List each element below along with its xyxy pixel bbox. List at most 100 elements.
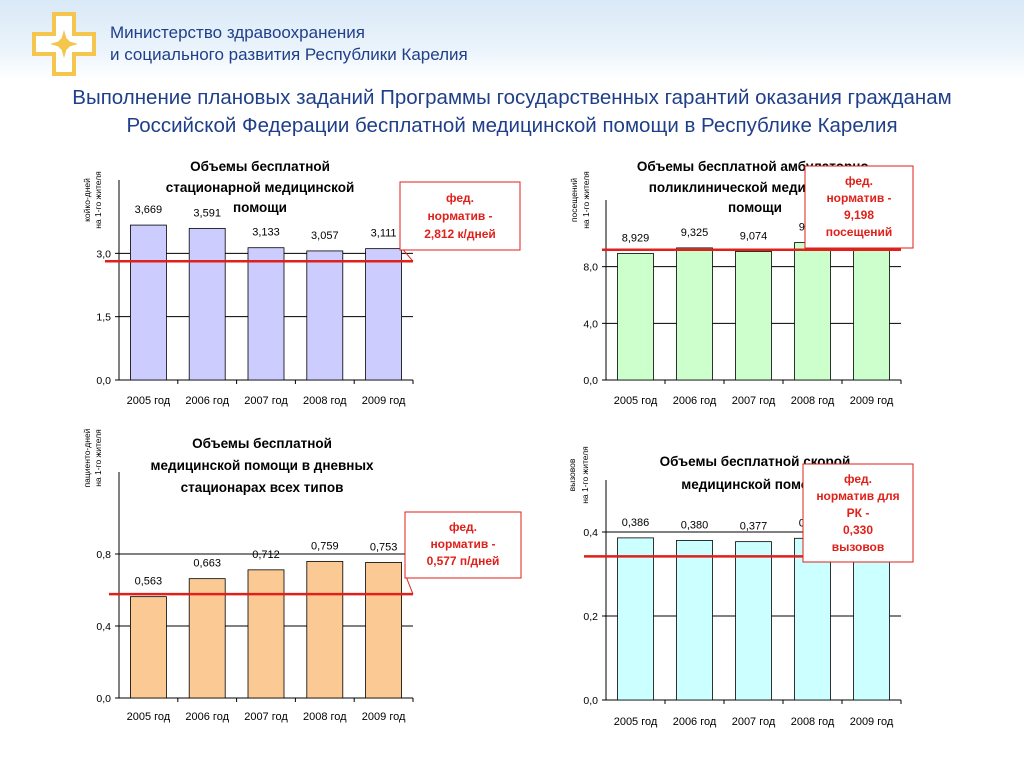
x-tick-label: 2009 год: [850, 395, 894, 407]
bar: [188, 227, 226, 381]
y-axis-label: на 1-го жителя: [580, 446, 590, 504]
data-label: 0,386: [622, 517, 650, 529]
data-label: 3,669: [135, 204, 163, 216]
x-tick-label: 2005 год: [614, 395, 658, 407]
page-title-line-2: Российской Федерации бесплатной медицинс…: [126, 114, 898, 137]
bar: [735, 251, 772, 381]
norm-callout: [804, 165, 914, 249]
norm-label: фед.: [446, 191, 474, 205]
bar: [306, 560, 344, 699]
bar: [306, 250, 344, 381]
norm-label: 9,198: [844, 208, 874, 222]
chart-title-line: медицинской помощи: [681, 477, 828, 492]
norm-callout: [404, 511, 522, 579]
x-tick-label: 2007 год: [732, 395, 776, 407]
x-tick-label: 2008 год: [303, 395, 347, 407]
norm-label: норматив для: [816, 489, 899, 503]
bar: [188, 578, 226, 699]
bar: [365, 562, 403, 699]
norm-label: 0,330: [843, 523, 873, 537]
bar: [735, 541, 772, 701]
data-label: 3,591: [193, 207, 221, 219]
ministry-logo: [32, 12, 96, 76]
norm-label: 2,812 к/дней: [424, 227, 496, 241]
y-axis-label: на 1-го жителя: [93, 429, 103, 487]
data-label: 3,057: [311, 230, 339, 242]
chart-inpatient-care: Объемы бесплатной стационарной медицинско…: [80, 150, 525, 412]
bar: [676, 247, 713, 381]
y-tick-label: 0,4: [96, 621, 111, 633]
chart-title-line: стационарах всех типов: [181, 480, 344, 495]
chart-outpatient-care: Объемы бесплатной амбулаторно-поликлинич…: [565, 150, 915, 412]
x-tick-label: 2005 год: [127, 395, 171, 407]
norm-label: фед.: [844, 472, 872, 486]
data-label: 9,325: [681, 227, 709, 239]
x-tick-label: 2009 год: [362, 711, 406, 723]
data-label: 0,712: [252, 549, 280, 561]
norm-label: вызовов: [832, 540, 885, 554]
bar: [676, 540, 713, 701]
bar: [794, 242, 831, 381]
y-tick-label: 0,4: [583, 527, 598, 539]
y-tick-label: 0,0: [96, 693, 111, 705]
y-tick-label: 0,0: [583, 695, 598, 707]
y-tick-label: 0,0: [96, 375, 111, 387]
x-tick-label: 2008 год: [791, 716, 835, 728]
data-label: 8,929: [622, 233, 650, 245]
chart-title-line: помощи: [728, 200, 782, 215]
bar: [617, 537, 654, 701]
bar: [853, 535, 890, 701]
x-tick-label: 2006 год: [185, 711, 229, 723]
x-tick-label: 2008 год: [791, 395, 835, 407]
norm-label: РК -: [847, 506, 870, 520]
y-tick-label: 8,0: [583, 262, 598, 274]
x-tick-label: 2006 год: [185, 395, 229, 407]
data-label: 0,759: [311, 540, 339, 552]
chart-title-line: помощи: [233, 200, 287, 215]
bar: [130, 596, 167, 699]
bar: [617, 253, 654, 381]
data-label: 0,377: [740, 521, 768, 533]
ministry-name: Министерство здравоохранения и социально…: [110, 22, 468, 66]
norm-callout: [399, 181, 521, 251]
ministry-line-2: и социального развития Республики Карели…: [110, 45, 468, 64]
y-tick-label: 0,8: [96, 549, 111, 561]
norm-label: фед.: [449, 520, 477, 534]
norm-label: фед.: [845, 174, 873, 188]
norm-label: 0,577 п/дней: [427, 554, 500, 568]
y-tick-label: 4,0: [583, 318, 598, 330]
data-label: 3,133: [252, 227, 280, 239]
data-label: 9,074: [740, 230, 768, 242]
norm-label: норматив -: [430, 537, 495, 551]
bar: [247, 569, 285, 699]
bar: [853, 238, 890, 381]
y-tick-label: 3,0: [96, 248, 111, 260]
header-band: [0, 0, 1024, 80]
y-tick-label: 0,2: [583, 611, 598, 623]
data-label: 0,753: [370, 541, 398, 553]
y-axis-label: вызовов: [567, 458, 577, 491]
data-label: 3,111: [371, 228, 397, 240]
chart-title-line: Объемы бесплатной: [190, 159, 330, 174]
data-label: 0,380: [681, 519, 709, 531]
x-tick-label: 2008 год: [303, 711, 347, 723]
x-tick-label: 2009 год: [850, 716, 894, 728]
bar: [365, 248, 403, 381]
x-tick-label: 2007 год: [244, 711, 288, 723]
y-axis-label: пациенто-дней: [82, 428, 92, 487]
bar: [247, 247, 285, 381]
x-tick-label: 2006 год: [673, 716, 717, 728]
norm-label: посещений: [826, 225, 893, 239]
x-tick-label: 2007 год: [244, 395, 288, 407]
bar: [794, 537, 831, 701]
norm-callout: [802, 463, 914, 563]
chart-title-line: медицинской помощи в дневных: [151, 458, 374, 473]
y-axis-label: посещений: [569, 178, 579, 222]
y-axis-label: на 1-го жителя: [93, 171, 103, 229]
y-axis-label: койко-дней: [82, 178, 92, 222]
data-label: 0,563: [135, 576, 163, 588]
page-title: Выполнение плановых заданий Программы го…: [0, 84, 1024, 140]
data-label: 0,663: [193, 558, 221, 570]
norm-label: норматив -: [826, 191, 891, 205]
